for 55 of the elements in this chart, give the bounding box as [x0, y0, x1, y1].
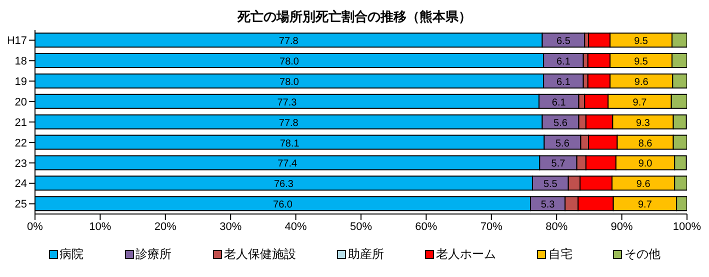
x-tick-label: 70%	[480, 220, 503, 233]
data-label: 6.1	[556, 76, 571, 88]
x-tick-label: 0%	[27, 220, 44, 233]
data-label: 78.0	[280, 56, 300, 68]
y-tick-label: H17	[6, 35, 27, 48]
x-tick-label: 40%	[284, 220, 308, 233]
x-tick-label: 50%	[350, 220, 372, 233]
data-label: 5.7	[551, 158, 566, 170]
y-tick-label: 24	[14, 178, 27, 190]
data-label: 78.1	[280, 138, 300, 150]
legend-label: 自宅	[547, 246, 572, 263]
x-tick-label: 10%	[89, 220, 112, 233]
legend-label: 老人ホーム	[435, 246, 496, 263]
data-label: 77.8	[278, 36, 299, 48]
data-label: 5.6	[556, 138, 570, 150]
data-label: 77.4	[278, 158, 298, 170]
y-tick-label: 25	[14, 198, 27, 211]
chart-title: 死亡の場所別死亡割合の推移（熊本県）	[236, 8, 472, 26]
legend-label: 老人保健施設	[222, 246, 296, 263]
data-label: 6.5	[556, 36, 571, 48]
data-label: 9.3	[636, 118, 650, 129]
data-label: 77.8	[278, 118, 299, 129]
data-label: 9.6	[636, 179, 651, 190]
data-label: 6.1	[556, 56, 571, 68]
data-label: 76.0	[273, 200, 293, 211]
data-label: 9.0	[638, 158, 653, 170]
data-label: 5.5	[543, 179, 558, 190]
y-tick-label: 21	[14, 116, 27, 129]
x-tick-label: 100%	[672, 220, 702, 233]
data-label: 77.3	[277, 97, 298, 108]
data-label: 76.3	[274, 179, 294, 190]
legend-label: 病院	[58, 246, 84, 263]
x-tick-label: 60%	[415, 220, 438, 233]
data-label: 9.7	[638, 200, 652, 211]
x-tick-label: 30%	[220, 220, 242, 233]
data-label: 78.0	[280, 76, 300, 88]
data-label: 8.6	[638, 138, 653, 150]
data-label: 6.1	[552, 97, 566, 108]
legend-label: 診療所	[134, 246, 172, 263]
y-tick-label: 22	[14, 137, 27, 150]
legend-label: 助産所	[346, 246, 384, 263]
data-label: 9.5	[634, 36, 648, 48]
data-label: 9.6	[634, 76, 649, 88]
data-label: 5.6	[554, 118, 568, 129]
y-tick-label: 18	[14, 56, 27, 68]
x-tick-label: 90%	[610, 220, 634, 233]
legend-label: その他	[623, 246, 660, 263]
y-tick-label: 23	[14, 158, 27, 170]
x-tick-label: 80%	[546, 220, 568, 233]
data-label: 9.5	[634, 56, 648, 68]
data-label: 9.7	[632, 97, 648, 108]
x-tick-label: 20%	[154, 220, 177, 233]
data-label: 5.3	[540, 200, 556, 211]
y-tick-label: 20	[14, 96, 27, 108]
y-tick-label: 19	[14, 76, 27, 88]
